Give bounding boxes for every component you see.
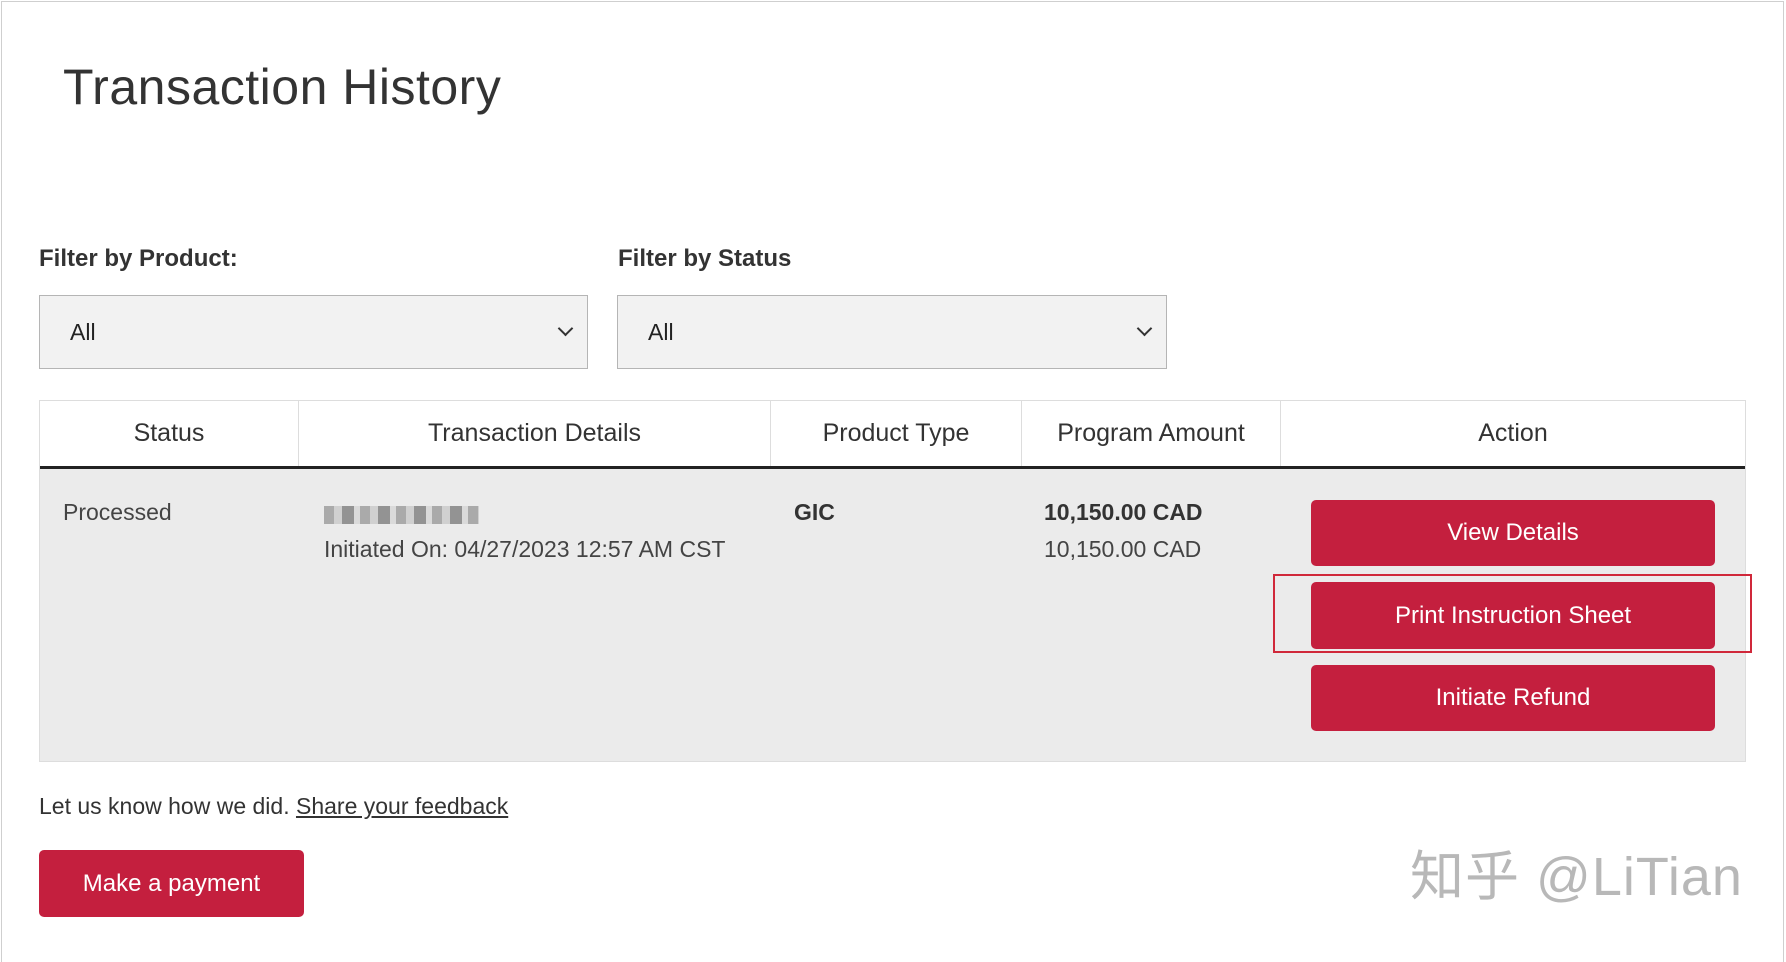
- column-header-transaction-details: Transaction Details: [299, 401, 771, 466]
- highlight-annotation: [1273, 574, 1752, 653]
- share-feedback-link[interactable]: Share your feedback: [295, 793, 509, 819]
- column-header-action: Action: [1478, 419, 1548, 447]
- filter-product-select[interactable]: All: [39, 295, 588, 369]
- table-header: Status Transaction Details Product Type …: [40, 401, 1745, 469]
- feedback-line: Let us know how we did. Share your feedb…: [39, 793, 508, 820]
- redacted-transaction-id: [324, 503, 479, 530]
- row-initiated-on: Initiated On: 04/27/2023 12:57 AM CST: [324, 536, 726, 562]
- column-header-status: Status: [40, 401, 299, 466]
- column-header-product-type: Product Type: [771, 401, 1022, 466]
- row-product-type: GIC: [794, 499, 835, 525]
- filter-status-label: Filter by Status: [618, 245, 792, 272]
- filter-status-value: All: [648, 318, 674, 345]
- row-amount-secondary: 10,150.00 CAD: [1044, 536, 1202, 562]
- feedback-text: Let us know how we did.: [39, 793, 290, 819]
- column-header-program-amount: Program Amount: [1022, 401, 1281, 466]
- print-instruction-sheet-button[interactable]: Print Instruction Sheet: [1311, 582, 1715, 649]
- page-title: Transaction History: [63, 59, 502, 115]
- make-payment-button[interactable]: Make a payment: [39, 850, 304, 917]
- row-status: Processed: [63, 499, 172, 525]
- chevron-down-icon: [1136, 320, 1153, 337]
- initiate-refund-button[interactable]: Initiate Refund: [1311, 665, 1715, 731]
- view-details-button[interactable]: View Details: [1311, 500, 1715, 566]
- filter-product-label: Filter by Product:: [39, 245, 238, 272]
- filter-status-select[interactable]: All: [617, 295, 1167, 369]
- chevron-down-icon: [557, 320, 574, 337]
- row-amount-primary: 10,150.00 CAD: [1044, 499, 1203, 525]
- filter-product-value: All: [70, 318, 96, 345]
- watermark: 知乎 @LiTian: [1410, 847, 1743, 907]
